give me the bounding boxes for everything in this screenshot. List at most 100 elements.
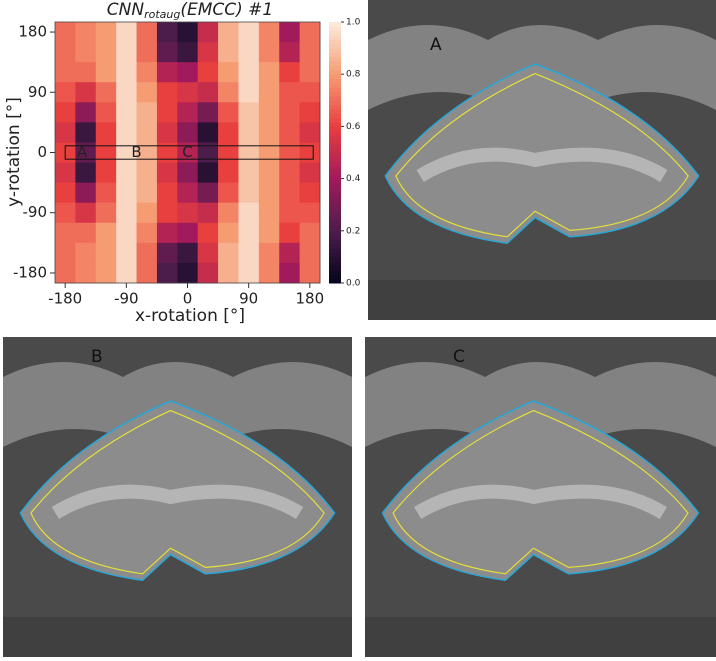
panel-mask	[3, 617, 352, 657]
panel-label: C	[453, 347, 465, 367]
colorbar-step	[329, 209, 341, 214]
heat-cell	[136, 42, 158, 63]
heat-cell	[279, 102, 301, 123]
colorbar-step	[329, 165, 341, 171]
x-tick-label: 90	[239, 290, 258, 308]
heat-cell	[258, 222, 280, 244]
heat-cell	[95, 62, 117, 83]
heat-cell	[258, 202, 280, 224]
heat-cell	[116, 22, 138, 43]
heat-cell	[156, 62, 178, 83]
panel-mask	[368, 280, 716, 320]
heat-cell	[156, 162, 178, 184]
heat-cell	[95, 222, 117, 244]
colorbar-step	[329, 109, 341, 114]
heat-cell	[299, 242, 321, 264]
panel-label: B	[91, 347, 103, 367]
heat-cell	[177, 162, 199, 184]
heat-cell	[177, 142, 199, 164]
heat-cell	[156, 182, 178, 204]
colorbar-tick-label: 0.2	[346, 226, 360, 236]
heat-cell	[238, 82, 260, 103]
colorbar-step	[329, 35, 341, 40]
heat-cell	[95, 262, 117, 284]
heat-cell	[197, 222, 219, 244]
heat-cell	[177, 262, 199, 284]
heat-cell	[258, 182, 280, 204]
heat-cell	[197, 182, 219, 204]
heat-cell	[75, 182, 97, 204]
colorbar-step	[329, 126, 341, 132]
heat-cell	[55, 202, 76, 224]
heat-cell	[95, 202, 117, 224]
heat-cell	[299, 102, 321, 123]
colorbar-step	[329, 200, 341, 206]
heat-cell	[299, 262, 321, 284]
colorbar-step	[329, 204, 341, 210]
colorbar-step	[329, 69, 341, 75]
heat-cell	[197, 242, 219, 264]
heat-cell	[136, 22, 158, 43]
heat-cell	[258, 262, 280, 284]
y-tick-label: 180	[18, 23, 47, 41]
x-tick-label: -180	[48, 290, 82, 308]
heat-cell	[218, 62, 239, 83]
heat-cell	[156, 102, 178, 123]
heat-cell	[55, 102, 76, 123]
heat-cell	[95, 242, 117, 264]
colorbar-step	[329, 78, 341, 84]
heat-cell	[218, 22, 239, 43]
heat-cell	[55, 182, 76, 204]
heat-cell	[279, 262, 301, 284]
annotation: A	[77, 143, 88, 161]
colorbar-step	[329, 122, 341, 127]
heat-cell	[116, 122, 138, 143]
heat-cell	[258, 102, 280, 123]
heat-cell	[95, 102, 117, 123]
title-rest: (EMCC) #1	[180, 0, 273, 20]
colorbar-step	[329, 156, 341, 162]
heat-cell	[279, 202, 301, 224]
chart-title: CNNrotaug(EMCC) #1	[107, 0, 273, 21]
colorbar-step	[329, 74, 341, 80]
heat-cell	[95, 122, 117, 143]
heat-cell	[136, 102, 158, 123]
heat-cell	[258, 122, 280, 143]
heat-cell	[55, 242, 76, 264]
heat-cell	[156, 22, 178, 43]
heat-cell	[156, 222, 178, 244]
colorbar-tick-label: 0.4	[346, 174, 361, 184]
colorbar-step	[329, 217, 341, 223]
heat-cell	[75, 102, 97, 123]
colorbar-step	[329, 48, 341, 53]
heat-cell	[136, 122, 158, 143]
heat-cell	[258, 82, 280, 103]
colorbar-step	[329, 196, 341, 201]
highlight-box	[64, 145, 314, 160]
white-matter	[414, 484, 667, 520]
colorbar-step	[329, 230, 341, 236]
heat-cell	[156, 42, 178, 63]
heat-cell	[238, 102, 260, 123]
heat-cell	[238, 42, 260, 63]
colorbar-step	[329, 82, 341, 88]
heat-cell	[218, 142, 239, 164]
heat-cell	[299, 122, 321, 143]
heat-cell	[116, 162, 138, 184]
colorbar-step	[329, 191, 341, 197]
panel-label: A	[430, 35, 442, 55]
heat-cell	[116, 82, 138, 103]
colorbar-step	[329, 256, 341, 262]
heat-cell	[116, 222, 138, 244]
colorbar-step	[329, 222, 341, 227]
heat-cell	[177, 42, 199, 63]
y-tick-label: 0	[37, 143, 47, 161]
colorbar-step	[329, 139, 341, 145]
heat-cell	[279, 162, 301, 184]
colorbar-step	[329, 252, 341, 258]
heat-cell	[136, 82, 158, 103]
mri-panel: C	[365, 337, 716, 657]
heat-cell	[55, 122, 76, 143]
heat-cell	[55, 82, 76, 103]
